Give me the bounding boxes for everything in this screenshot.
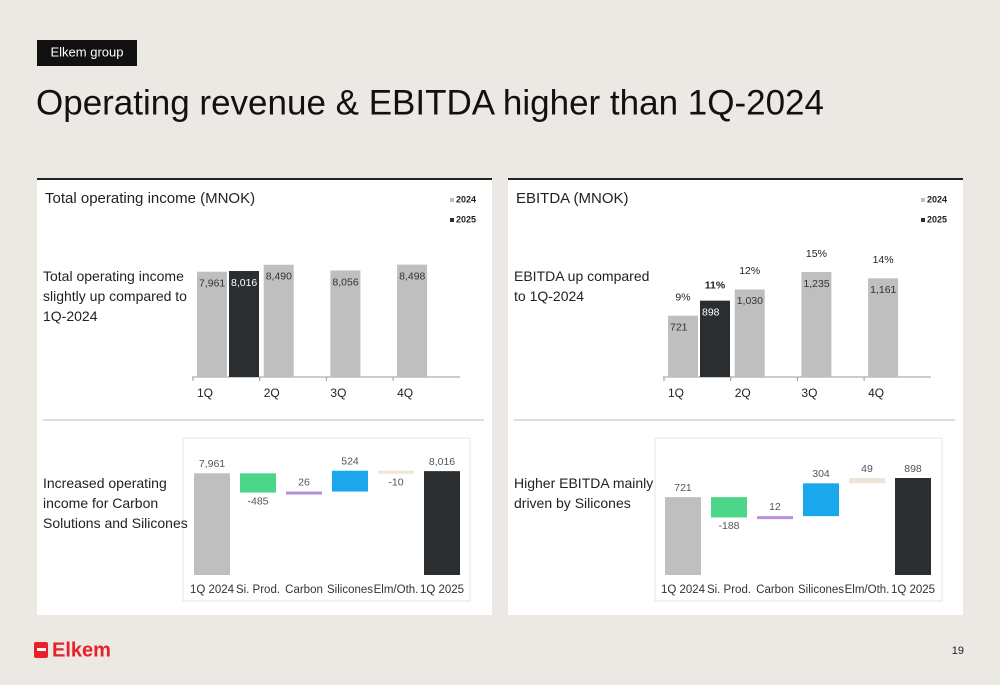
value-label: 1,030 — [737, 295, 763, 307]
value-label: 8,016 — [429, 456, 455, 468]
legend-label: 2024 — [456, 194, 476, 204]
x-tick-label: Si. Prod. — [236, 584, 280, 596]
x-tick-label: 3Q — [330, 386, 346, 400]
x-tick-label: Silicones — [798, 584, 844, 596]
annotation: EBITDA up compared to 1Q-2024 — [514, 268, 650, 304]
panel-left — [37, 178, 492, 615]
x-tick-label: 1Q 2025 — [891, 584, 935, 596]
waterfall-bar — [378, 470, 414, 474]
value-label: -10 — [388, 477, 403, 489]
value-label: 8,056 — [332, 276, 358, 288]
waterfall-frame — [654, 437, 943, 602]
x-tick-label: 1Q 2025 — [420, 584, 464, 596]
annotation: Higher EBITDA mainly driven by Silicones — [514, 475, 654, 511]
waterfall-bar — [424, 471, 460, 575]
value-label: 304 — [812, 468, 830, 480]
bar — [330, 270, 361, 377]
x-tick-label: 2Q — [735, 386, 751, 400]
value-label: 721 — [670, 321, 688, 333]
x-tick-label: Carbon — [756, 584, 794, 596]
slide-title: Operating revenue & EBITDA higher than 1… — [36, 83, 824, 122]
margin-label: 9% — [675, 291, 690, 303]
waterfall-bar — [240, 473, 276, 493]
x-tick-label: 1Q 2024 — [190, 584, 235, 596]
panel-right — [508, 178, 963, 615]
margin-label: 12% — [739, 265, 760, 277]
x-tick-label: Elm/Oth. — [845, 584, 890, 596]
value-label: 49 — [861, 463, 873, 475]
value-label: 8,498 — [399, 270, 425, 282]
x-tick-label: Carbon — [285, 584, 323, 596]
waterfall-bar — [757, 516, 793, 520]
value-label: 7,961 — [199, 278, 225, 290]
bar — [700, 300, 730, 377]
legend-swatch — [450, 218, 454, 222]
value-label: 12 — [769, 501, 781, 513]
waterfall-bar — [711, 497, 747, 518]
bar — [868, 278, 899, 377]
bar — [668, 315, 698, 377]
legend-swatch — [450, 198, 454, 202]
x-tick-label: 1Q — [668, 386, 684, 400]
value-label: 898 — [702, 306, 720, 318]
value-label: 7,961 — [199, 458, 225, 470]
value-label: 8,016 — [231, 277, 257, 289]
logo: Elkem — [52, 639, 111, 661]
x-tick-label: 4Q — [397, 386, 413, 400]
waterfall-frame — [182, 437, 471, 602]
x-tick-label: Si. Prod. — [707, 584, 751, 596]
tag-box — [37, 40, 137, 66]
x-tick-label: 4Q — [868, 386, 884, 400]
bar — [397, 264, 428, 377]
legend-label: 2025 — [456, 214, 476, 224]
value-label: 26 — [298, 476, 310, 488]
bar — [229, 271, 259, 377]
waterfall-bar — [194, 473, 230, 575]
legend-label: 2024 — [927, 194, 947, 204]
value-label: 524 — [341, 456, 359, 468]
waterfall-bar — [895, 478, 931, 575]
x-tick-label: Elm/Oth. — [374, 584, 419, 596]
value-label: 8,490 — [266, 271, 292, 283]
legend-swatch — [921, 218, 925, 222]
x-tick-label: Silicones — [327, 584, 373, 596]
annotation: Increased operating income for Carbon So… — [43, 475, 188, 531]
legend-label: 2025 — [927, 214, 947, 224]
chart-title: EBITDA (MNOK) — [516, 190, 629, 207]
bar — [263, 264, 294, 377]
page-number: 19 — [952, 645, 964, 657]
waterfall-bar — [849, 478, 885, 484]
legend-swatch — [921, 198, 925, 202]
annotation: Total operating income slightly up compa… — [43, 268, 187, 324]
bar — [734, 289, 765, 377]
x-tick-label: 2Q — [264, 386, 280, 400]
waterfall-bar — [665, 497, 701, 575]
value-label: -188 — [718, 520, 739, 532]
waterfall-bar — [803, 483, 839, 517]
value-label: 1,235 — [803, 278, 829, 290]
chart-title: Total operating income (MNOK) — [45, 190, 255, 207]
margin-label: 15% — [806, 248, 827, 260]
logo-icon — [34, 642, 48, 658]
tag: Elkem group — [51, 44, 124, 59]
x-tick-label: 1Q — [197, 386, 213, 400]
value-label: -485 — [247, 495, 268, 507]
value-label: 1,161 — [870, 284, 896, 296]
margin-label: 11% — [705, 279, 726, 291]
waterfall-bar — [332, 470, 368, 492]
x-tick-label: 1Q 2024 — [661, 584, 706, 596]
waterfall-bar — [286, 491, 322, 495]
value-label: 721 — [674, 482, 692, 494]
margin-label: 14% — [873, 254, 894, 266]
bar — [197, 271, 227, 377]
value-label: 898 — [904, 463, 922, 475]
x-tick-label: 3Q — [801, 386, 817, 400]
bar — [801, 272, 832, 377]
